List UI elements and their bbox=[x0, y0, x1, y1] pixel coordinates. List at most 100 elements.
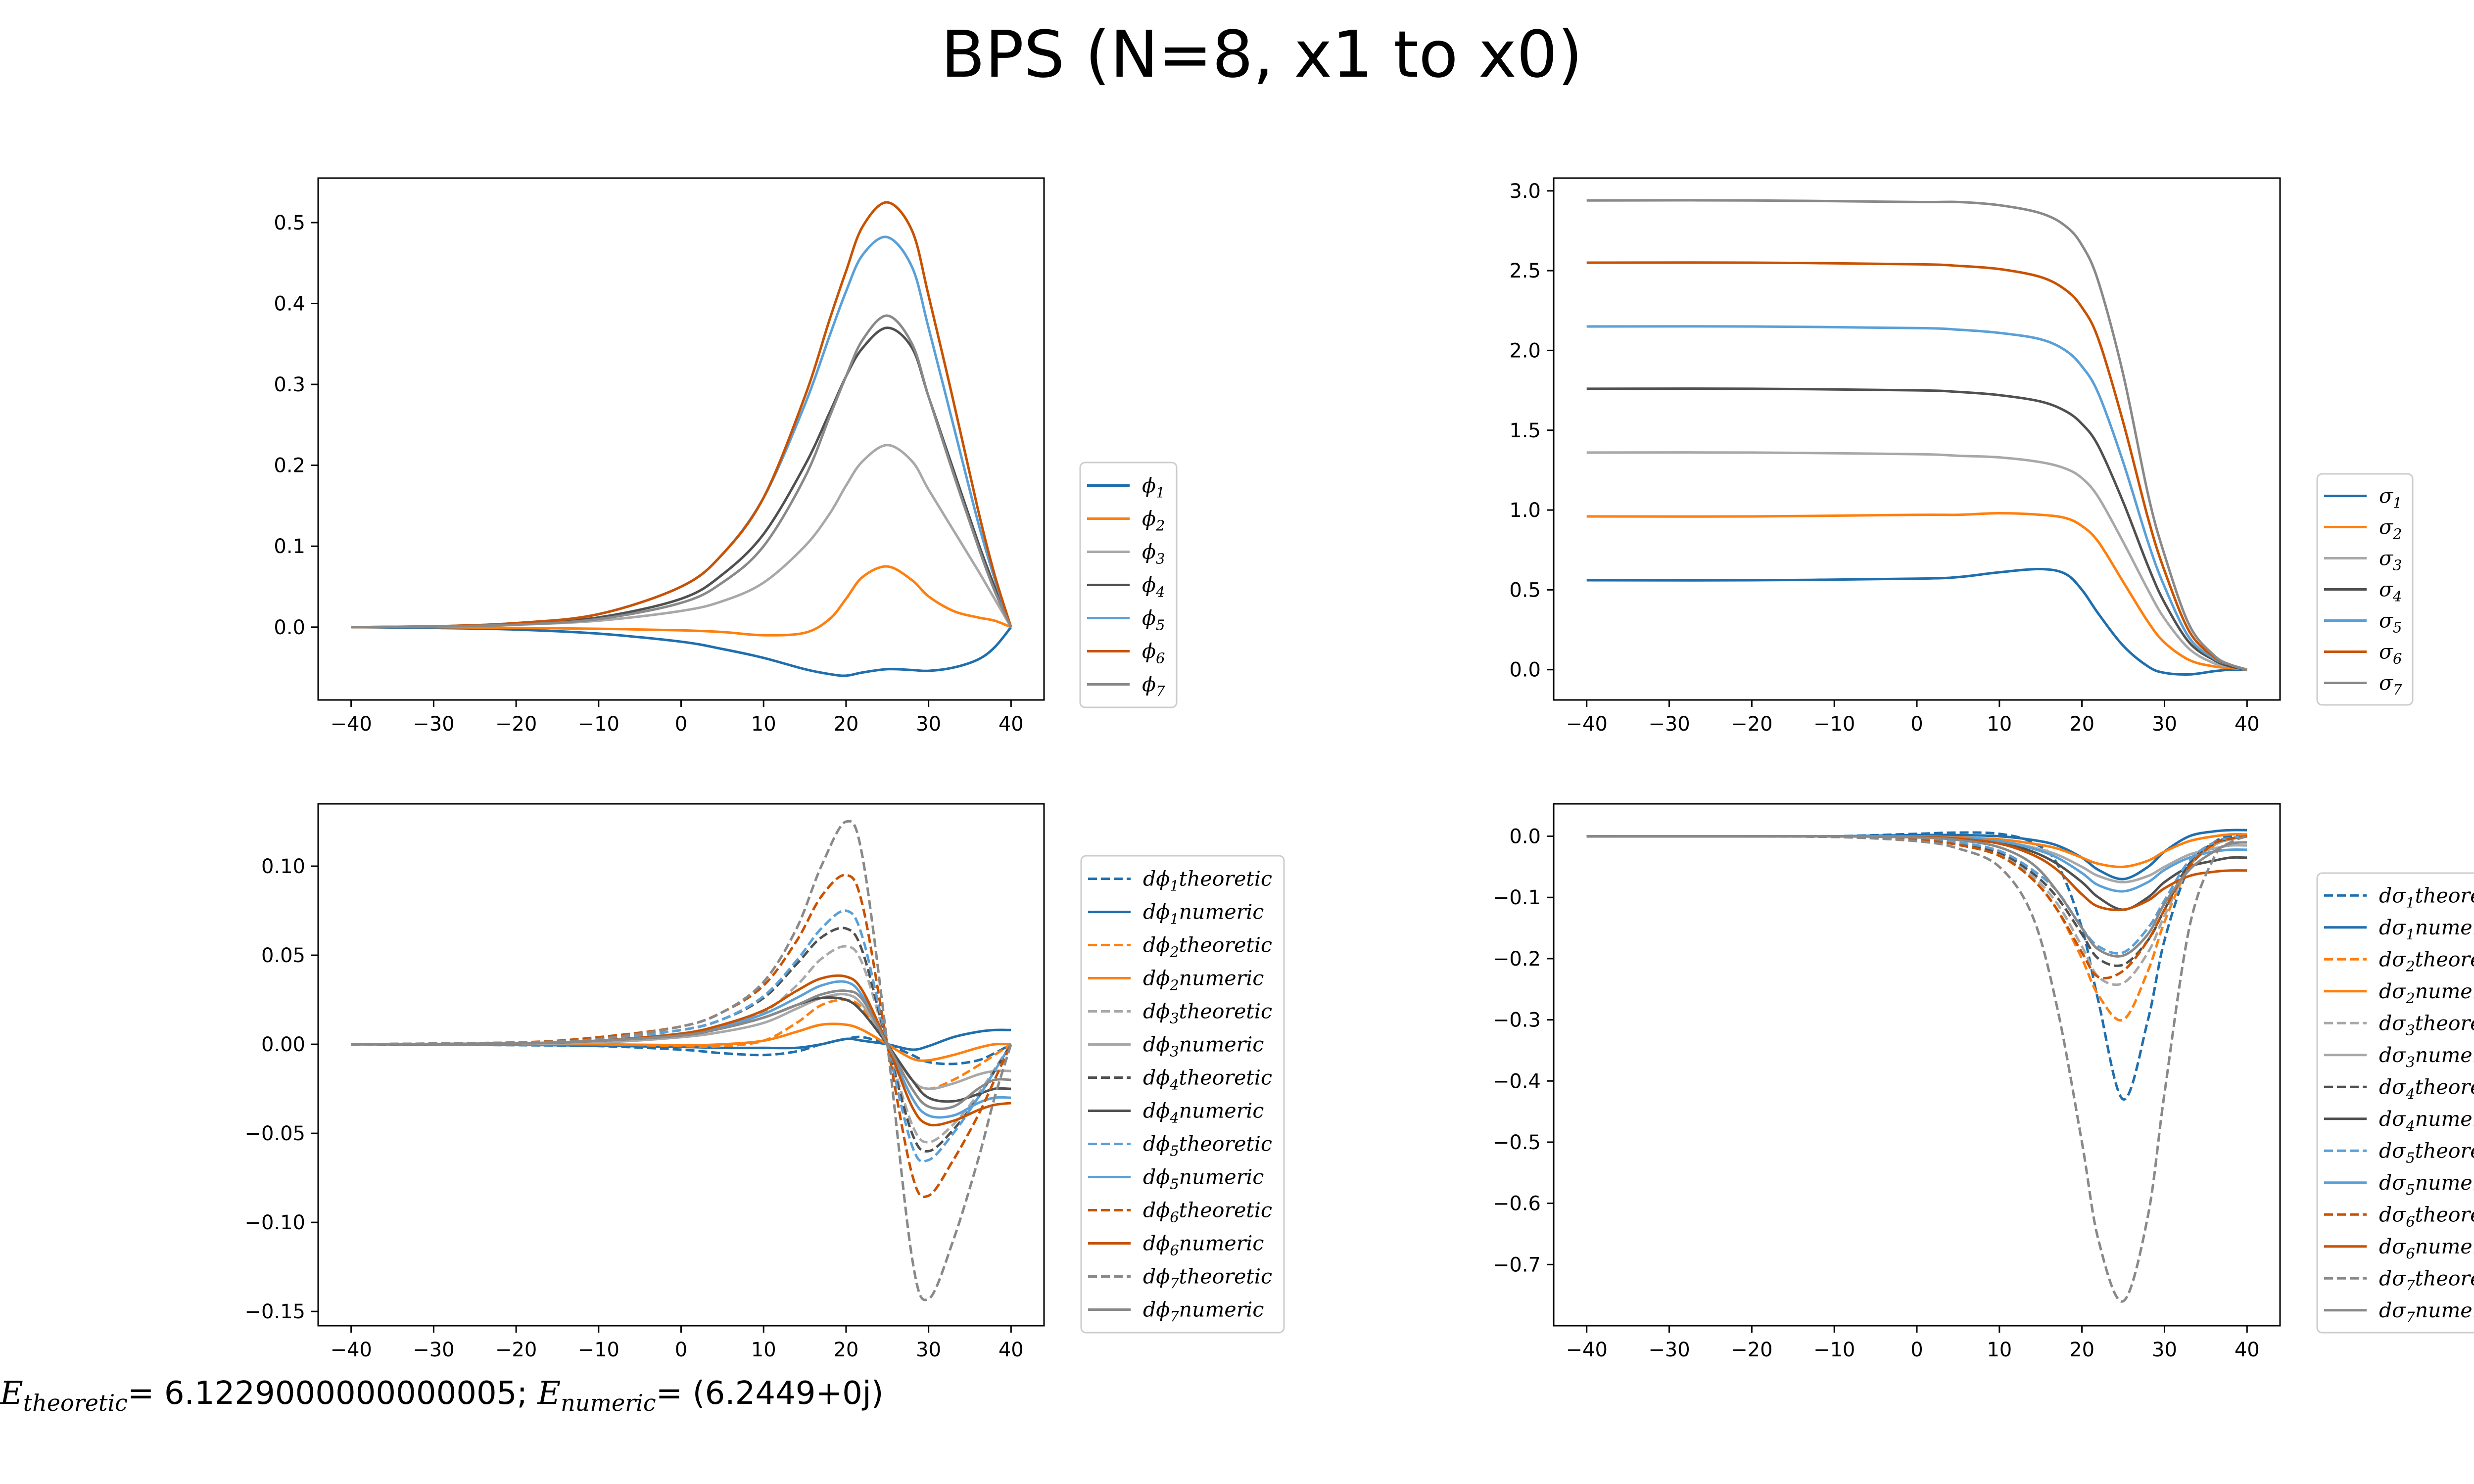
legend-label: dϕ7numeric bbox=[1143, 1298, 1264, 1325]
y-tick-label: 0.3 bbox=[274, 373, 305, 396]
series-line-dsigma-0 bbox=[1586, 831, 2247, 1101]
series-line-phi-3 bbox=[351, 326, 1012, 629]
x-tick-label: 20 bbox=[833, 713, 858, 736]
series-line-dsigma-4 bbox=[1586, 835, 2247, 986]
y-tick-label: 1.5 bbox=[1509, 419, 1541, 442]
y-tick-label: 0.2 bbox=[274, 455, 305, 477]
legend-label: dσ7theoretic bbox=[2379, 1266, 2474, 1294]
legend-label: ϕ6 bbox=[1142, 640, 1165, 667]
legend-label: dϕ2theoretic bbox=[1143, 933, 1272, 961]
series-line-phi-4 bbox=[351, 235, 1012, 629]
legend-label: dσ2theoretic bbox=[2379, 947, 2474, 974]
y-tick-label: 0.4 bbox=[274, 293, 305, 316]
x-tick-label: −40 bbox=[330, 1339, 372, 1361]
series-line-dphi-10 bbox=[351, 874, 1012, 1199]
panel-sigma: −40 −30 −20 −10 0 10 20 30 40 0.0 0.5 1.0 1.5 2.0 2.5 3… bbox=[1509, 177, 2414, 736]
legend-label: ϕ3 bbox=[1142, 540, 1165, 567]
panel-dphi: −40 −30 −20 −10 0 10 20 30 40 −0.15 −0.10 −0.05 0.00… bbox=[244, 803, 1285, 1361]
x-tick-label: 0 bbox=[1910, 713, 1923, 736]
legend-label: ϕ5 bbox=[1142, 606, 1165, 634]
legend: dϕ1theoretic dϕ1numeric dϕ2theoretic dϕ2num… bbox=[1080, 855, 1285, 1334]
series-line-dsigma-5 bbox=[1586, 835, 2247, 883]
y-tick-label: 3.0 bbox=[1509, 180, 1541, 203]
series-line-sigma-0 bbox=[1586, 567, 2247, 676]
series-line-dsigma-11 bbox=[1586, 835, 2247, 912]
y-tick-label: −0.5 bbox=[1493, 1131, 1541, 1154]
axes-frame bbox=[317, 177, 1045, 701]
legend-label: dϕ7theoretic bbox=[1143, 1265, 1272, 1292]
legend-label: σ6 bbox=[2379, 640, 2402, 667]
figure-title: BPS (N=8, x1 to x0) bbox=[941, 17, 1583, 92]
series-line-phi-0 bbox=[351, 626, 1012, 677]
x-tick-label: −30 bbox=[413, 713, 454, 736]
energy-numeric-symbol: E bbox=[537, 1375, 561, 1412]
series-group bbox=[1586, 829, 2248, 1303]
energy-numeric-value: = (6.2449+0j) bbox=[656, 1375, 884, 1412]
legend-label: dϕ6numeric bbox=[1143, 1232, 1264, 1259]
y-tick-label: 0.00 bbox=[261, 1033, 305, 1056]
axes-frame bbox=[317, 803, 1045, 1327]
x-tick-label: −30 bbox=[1648, 1339, 1690, 1361]
series-line-dphi-5 bbox=[351, 993, 1011, 1090]
legend-label: dσ1numeric bbox=[2379, 916, 2474, 943]
legend-label: dϕ3theoretic bbox=[1143, 1000, 1272, 1027]
x-tick-label: 10 bbox=[1987, 713, 2012, 736]
legend-label: dϕ5theoretic bbox=[1143, 1132, 1272, 1159]
y-tick-label: 2.0 bbox=[1509, 339, 1541, 362]
y-tick-label: −0.1 bbox=[1493, 886, 1541, 909]
y-tick-label: 2.5 bbox=[1509, 260, 1541, 282]
x-tick-label: −20 bbox=[495, 1339, 537, 1361]
x-tick-label: 0 bbox=[675, 1339, 687, 1361]
series-line-dsigma-10 bbox=[1586, 835, 2247, 979]
series-line-sigma-4 bbox=[1586, 325, 2247, 671]
x-tick-label: 10 bbox=[751, 713, 776, 736]
legend-label: dϕ5numeric bbox=[1143, 1165, 1264, 1193]
legend-label: σ7 bbox=[2379, 671, 2402, 698]
axes-frame bbox=[1553, 177, 2281, 701]
panel-phi: −40 −30 −20 −10 0 10 20 30 40 0.0 0.1 0.2 0.3 0.4 0.5 ϕ… bbox=[274, 177, 1178, 736]
y-tick-label: −0.6 bbox=[1493, 1193, 1541, 1215]
y-tick-label: 0.05 bbox=[261, 944, 305, 967]
series-line-phi-6 bbox=[351, 314, 1012, 629]
y-tick-label: 0.10 bbox=[261, 855, 305, 878]
series-line-dphi-12 bbox=[351, 820, 1012, 1301]
y-tick-label: 1.0 bbox=[1509, 499, 1541, 522]
x-tick-label: −20 bbox=[1731, 713, 1772, 736]
series-line-phi-5 bbox=[351, 201, 1012, 629]
x-tick-label: 40 bbox=[2235, 1339, 2260, 1361]
x-tick-label: 20 bbox=[2069, 1339, 2094, 1361]
series-line-dphi-2 bbox=[351, 998, 1012, 1090]
legend-label: dϕ1numeric bbox=[1143, 900, 1264, 928]
y-tick-label: −0.10 bbox=[244, 1211, 305, 1234]
legend-label: dσ6theoretic bbox=[2379, 1203, 2474, 1230]
legend-label: dϕ4numeric bbox=[1143, 1099, 1264, 1126]
y-tick-label: −0.2 bbox=[1493, 948, 1541, 971]
legend-label: dσ3theoretic bbox=[2379, 1011, 2474, 1038]
x-tick-label: 0 bbox=[675, 713, 687, 736]
series-line-sigma-3 bbox=[1586, 387, 2247, 671]
legend: dσ1theoretic dσ1numeric dσ2theoretic dσ2num… bbox=[2316, 872, 2474, 1334]
x-tick-label: −10 bbox=[578, 1339, 619, 1361]
legend-label: dϕ1theoretic bbox=[1143, 867, 1272, 894]
series-line-dsigma-7 bbox=[1586, 835, 2247, 911]
x-tick-label: 20 bbox=[2069, 713, 2094, 736]
y-tick-label: −0.15 bbox=[244, 1300, 305, 1323]
y-tick-label: 0.0 bbox=[1509, 659, 1541, 682]
series-line-dsigma-2 bbox=[1586, 835, 2247, 1022]
x-tick-label: −10 bbox=[578, 713, 619, 736]
legend-label: dσ2numeric bbox=[2379, 979, 2474, 1007]
y-tick-label: 0.1 bbox=[274, 535, 305, 558]
x-tick-label: 40 bbox=[999, 1339, 1024, 1361]
legend-label: σ4 bbox=[2379, 578, 2402, 605]
series-line-dsigma-8 bbox=[1586, 835, 2247, 955]
legend-label: dσ1theoretic bbox=[2379, 883, 2474, 911]
legend-label: dσ4numeric bbox=[2379, 1107, 2474, 1134]
x-tick-label: 0 bbox=[1910, 1339, 1923, 1361]
x-tick-label: −10 bbox=[1813, 1339, 1855, 1361]
legend-label: dσ7numeric bbox=[2379, 1298, 2474, 1326]
legend-label: dϕ6theoretic bbox=[1143, 1199, 1272, 1226]
series-line-dsigma-9 bbox=[1586, 835, 2247, 893]
legend-label: σ3 bbox=[2379, 547, 2402, 574]
series-line-dsigma-13 bbox=[1586, 835, 2247, 958]
